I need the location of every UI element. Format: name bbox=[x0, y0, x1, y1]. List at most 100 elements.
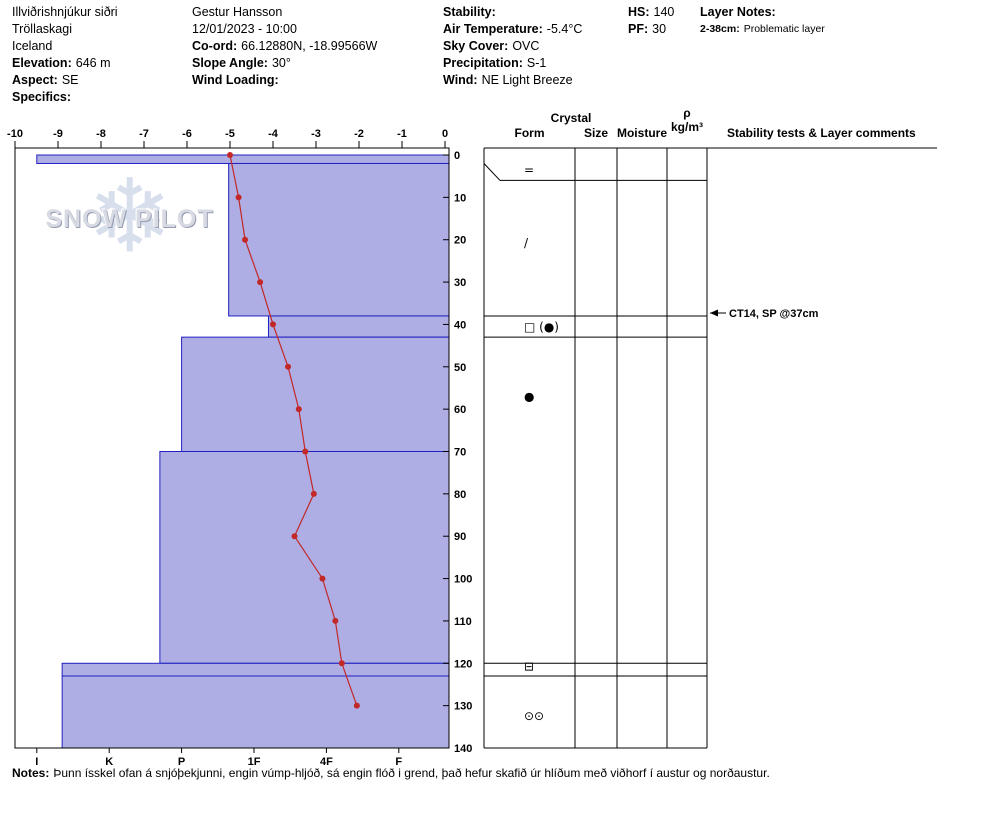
coord-value: 66.12880N, -18.99566W bbox=[241, 39, 378, 53]
coord-row: Co-ord: 66.12880N, -18.99566W bbox=[192, 38, 377, 55]
stability-column-header: Stability tests & Layer comments bbox=[727, 126, 916, 140]
temperature-point bbox=[353, 702, 360, 709]
hs-row: HS: 140 bbox=[628, 4, 674, 21]
slope-angle-value: 30° bbox=[271, 56, 291, 70]
depth-axis-label: 30 bbox=[454, 277, 466, 289]
temp-axis-label: -2 bbox=[354, 128, 364, 140]
specifics-label: Specifics: bbox=[12, 90, 72, 104]
temp-axis-label: -1 bbox=[397, 128, 407, 140]
wind-row: Wind: NE Light Breeze bbox=[443, 72, 582, 89]
observation-datetime: 12/01/2023 - 10:00 bbox=[192, 22, 297, 36]
layer-notes-title: Layer Notes: bbox=[700, 5, 776, 19]
temp-axis-label: -4 bbox=[268, 128, 279, 140]
temp-axis-label: -9 bbox=[53, 128, 63, 140]
stability-row: Stability: bbox=[443, 4, 582, 21]
layer-boundary-connector bbox=[483, 163, 501, 181]
precip-label: Precipitation: bbox=[443, 56, 523, 70]
hardness-axis-label: 1F bbox=[248, 756, 261, 768]
logo-text: SNOW PILOT bbox=[45, 205, 214, 233]
pf-value: 30 bbox=[652, 22, 667, 36]
layer-note-range: 2-38cm: bbox=[700, 23, 740, 35]
hardness-axis-label: 4F bbox=[320, 756, 333, 768]
site-name: Illviðrishnjúkur siðri bbox=[12, 5, 118, 19]
snowpack-block: HS: 140 PF: 30 bbox=[628, 4, 674, 38]
snow-layer-bar bbox=[228, 162, 450, 317]
depth-axis-label: 120 bbox=[454, 658, 472, 670]
pf-row: PF: 30 bbox=[628, 21, 674, 38]
sky-cover-value: OVC bbox=[512, 39, 540, 53]
site-region: Tröllaskagi bbox=[12, 22, 72, 36]
aspect-row: Aspect: SE bbox=[12, 72, 118, 89]
precip-row: Precipitation: S-1 bbox=[443, 55, 582, 72]
wind-label: Wind: bbox=[443, 73, 478, 87]
snowpilot-logo: ❄ SNOW PILOT bbox=[42, 158, 217, 281]
grain-form-symbol: / bbox=[524, 236, 529, 250]
size-header: Size bbox=[584, 126, 608, 140]
grain-form-symbol: □ (●) bbox=[524, 320, 559, 334]
hs-value: 140 bbox=[653, 5, 675, 19]
crystal-header: Crystal bbox=[551, 111, 592, 125]
elevation-row: Elevation: 646 m bbox=[12, 55, 118, 72]
stability-label: Stability: bbox=[443, 5, 496, 19]
observer-name: Gestur Hansson bbox=[192, 5, 283, 19]
aspect-label: Aspect: bbox=[12, 73, 58, 87]
pf-label: PF: bbox=[628, 22, 649, 36]
notes-label: Notes: bbox=[12, 766, 50, 780]
temperature-point bbox=[242, 236, 249, 243]
wind-value: NE Light Breeze bbox=[481, 73, 573, 87]
depth-axis-label: 50 bbox=[454, 362, 466, 374]
hardness-axis-label: F bbox=[395, 756, 402, 768]
depth-axis-label: 90 bbox=[454, 531, 466, 543]
depth-axis-label: 140 bbox=[454, 743, 472, 755]
air-temp-row: Air Temperature: -5.4°C bbox=[443, 21, 582, 38]
layer-note-text: Problematic layer bbox=[743, 23, 825, 35]
snow-layer-bar bbox=[181, 336, 450, 452]
temperature-point bbox=[285, 363, 292, 370]
hardness-axis-label: P bbox=[178, 756, 185, 768]
sky-cover-label: Sky Cover: bbox=[443, 39, 509, 53]
depth-axis-label: 20 bbox=[454, 235, 466, 247]
grain-form-symbol: ● bbox=[524, 389, 534, 403]
depth-axis-label: 40 bbox=[454, 319, 466, 331]
notes-text: Þunn ísskel ofan á snjóþekjunni, engin v… bbox=[53, 766, 770, 780]
aspect-value: SE bbox=[61, 73, 79, 87]
temperature-point bbox=[310, 490, 317, 497]
form-header: Form bbox=[515, 126, 545, 140]
grain-form-symbol: ⊟ bbox=[524, 660, 534, 674]
temp-axis-label: -7 bbox=[139, 128, 149, 140]
temp-axis-label: -8 bbox=[96, 128, 106, 140]
temperature-point bbox=[295, 406, 302, 413]
snow-layer-bar bbox=[36, 154, 450, 164]
temp-axis-label: -10 bbox=[7, 128, 23, 140]
hs-label: HS: bbox=[628, 5, 650, 19]
depth-axis-label: 100 bbox=[454, 574, 472, 586]
plot-frame bbox=[14, 147, 450, 749]
moisture-header: Moisture bbox=[617, 126, 667, 140]
precip-value: S-1 bbox=[526, 56, 547, 70]
temperature-point bbox=[227, 152, 233, 158]
snow-layer-bar bbox=[267, 315, 450, 338]
temp-axis-label: -6 bbox=[182, 128, 192, 140]
air-temp-value: -5.4°C bbox=[546, 22, 583, 36]
coord-label: Co-ord: bbox=[192, 39, 238, 53]
wind-loading-row: Wind Loading: bbox=[192, 72, 377, 89]
layer-notes-block: Layer Notes: 2-38cm: Problematic layer bbox=[700, 4, 825, 38]
density-unit-header: kg/m³ bbox=[671, 120, 703, 134]
annotation-arrow-head bbox=[710, 309, 718, 317]
specifics-row: Specifics: bbox=[12, 89, 118, 106]
slope-angle-label: Slope Angle: bbox=[192, 56, 268, 70]
temperature-point bbox=[270, 321, 276, 328]
temperature-point bbox=[319, 575, 326, 582]
temperature-point bbox=[302, 448, 309, 455]
wind-loading-label: Wind Loading: bbox=[192, 73, 279, 87]
temp-axis-label: -3 bbox=[311, 128, 321, 140]
sky-cover-row: Sky Cover: OVC bbox=[443, 38, 582, 55]
slope-angle-row: Slope Angle: 30° bbox=[192, 55, 377, 72]
density-symbol-header: ρ bbox=[683, 106, 690, 120]
depth-axis-label: 80 bbox=[454, 489, 466, 501]
depth-axis-label: 60 bbox=[454, 404, 466, 416]
depth-axis-label: 70 bbox=[454, 447, 466, 459]
snow-layer-bar bbox=[159, 451, 450, 664]
